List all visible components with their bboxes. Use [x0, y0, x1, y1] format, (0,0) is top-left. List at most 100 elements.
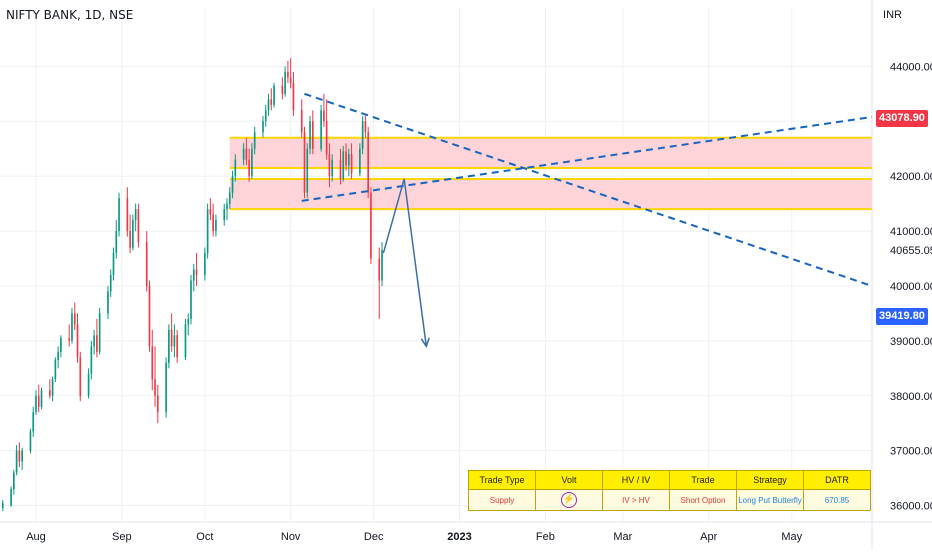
candle-body [223, 209, 226, 221]
low-price-tag: 39419.80 [876, 308, 928, 325]
candle-body [270, 99, 273, 105]
candle-body [173, 335, 176, 347]
candle-body [292, 82, 295, 111]
currency-label: INR [883, 9, 902, 21]
y-tick-label: 40000.00 [890, 281, 932, 293]
candle-body [245, 148, 248, 160]
candle-body [226, 203, 228, 210]
value-trade: Short Option [669, 489, 737, 511]
symbol-title: NIFTY BANK, 1D, NSE [6, 8, 134, 22]
candle-body [156, 395, 159, 413]
candle-body [151, 346, 154, 380]
candle-body [195, 269, 198, 275]
table-value-row: Supply ⚡ IV > HV Short Option Long Put B… [468, 489, 871, 511]
candle-body [134, 209, 137, 221]
candle-body [154, 379, 156, 396]
projection-arrowhead [420, 337, 430, 349]
x-tick-label: Sep [112, 531, 132, 543]
candle-body [107, 291, 109, 314]
candle-body [347, 154, 350, 166]
candle-body [10, 489, 12, 506]
supply-zone [229, 137, 872, 168]
candle-body [184, 324, 187, 358]
candle-body [15, 450, 18, 473]
candle-body [267, 99, 270, 111]
candle-body [212, 214, 214, 232]
candle-body [262, 121, 264, 133]
x-tick-label: Apr [700, 531, 717, 543]
candle-body [29, 431, 32, 451]
candle-body [79, 357, 82, 396]
x-tick-label: Feb [536, 531, 555, 543]
candle-body [87, 373, 90, 396]
candle-body [126, 198, 129, 232]
candle-body [284, 71, 286, 94]
trend-line [301, 115, 873, 202]
lightning-circle-icon: ⚡ [561, 492, 577, 508]
candle-body [165, 362, 167, 413]
candle-body [361, 121, 364, 149]
candle-body [209, 209, 212, 215]
candle-body [264, 110, 267, 122]
candle-body [96, 335, 98, 352]
candle-body [187, 318, 190, 325]
supply-zone [229, 178, 872, 210]
x-tick-label: Aug [26, 531, 46, 543]
x-tick-label: Oct [196, 531, 213, 543]
y-tick-label: 38000.00 [890, 391, 932, 403]
candle-body [71, 313, 73, 341]
candle-body [339, 159, 342, 179]
candle-body [320, 110, 322, 149]
y-tick-label: 44000.00 [890, 61, 932, 73]
candle-body [364, 121, 367, 133]
candle-body [287, 71, 289, 78]
candle-body [73, 313, 76, 325]
x-tick-label: Nov [281, 531, 301, 543]
candle-body [170, 329, 173, 347]
y-tick-label: 42000.00 [890, 171, 932, 183]
y-tick-label: 39000.00 [890, 336, 932, 348]
candle-body [381, 250, 383, 281]
trade-info-table: Trade Type Volt HV / IV Trade Strategy D… [468, 470, 871, 511]
y-tick-label: 36000.00 [890, 501, 932, 513]
candle-body [112, 253, 115, 275]
y-extra-label: 40655.05 [890, 245, 932, 257]
value-volt: ⚡ [535, 489, 603, 511]
candle-body [132, 220, 134, 248]
candle-body [40, 390, 43, 407]
candle-body [98, 313, 101, 352]
candle-body [328, 154, 331, 177]
candle-body [370, 192, 372, 259]
candle-body [228, 192, 231, 204]
candle-body [18, 450, 21, 462]
candle-body [248, 159, 250, 177]
candle-body [148, 285, 151, 347]
candle-body [306, 148, 309, 193]
candle-body [231, 176, 234, 193]
candle-body [168, 329, 170, 363]
trend-line [304, 92, 873, 287]
candle-body [273, 85, 275, 105]
candle-body [93, 335, 95, 347]
candle-body [35, 395, 37, 413]
candle-body [204, 253, 206, 275]
x-tick-label: May [781, 531, 802, 543]
candle-body [54, 360, 57, 380]
candle-body [68, 338, 71, 341]
candle-body [309, 121, 311, 149]
candle-body [359, 148, 361, 174]
candle-body [192, 269, 195, 281]
candle-body [281, 85, 284, 94]
candle-body [48, 390, 51, 396]
candle-body [37, 395, 40, 407]
value-hv-iv: IV > HV [602, 489, 670, 511]
candle-body [21, 450, 23, 462]
y-tick-label: 37000.00 [890, 446, 932, 458]
candle-body [323, 110, 325, 122]
header-volt: Volt [535, 470, 603, 490]
candle-body [190, 280, 192, 319]
header-strategy: Strategy [736, 470, 804, 490]
candle-body [311, 121, 314, 149]
